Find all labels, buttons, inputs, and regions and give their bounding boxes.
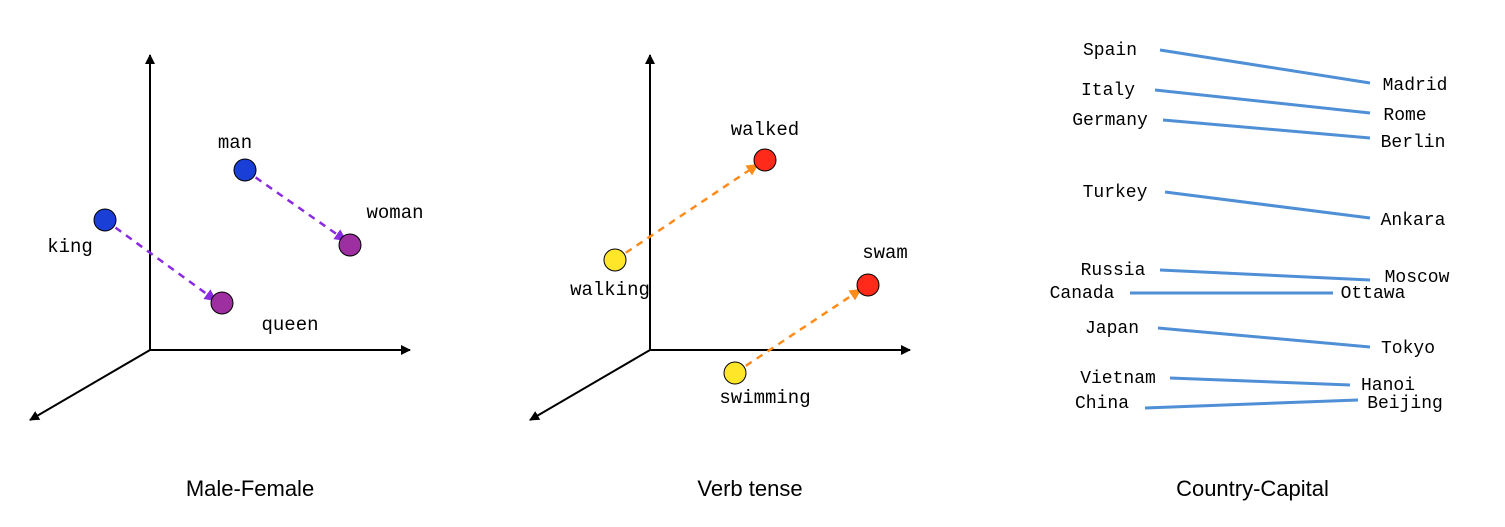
point-woman bbox=[339, 234, 361, 256]
arrow-man-woman bbox=[245, 170, 345, 240]
label-queen: queen bbox=[261, 314, 318, 336]
pair-vietnam-hanoi: Vietnam Hanoi bbox=[1080, 369, 1415, 396]
analogy-arrows bbox=[615, 165, 860, 373]
label-russia: Russia bbox=[1081, 261, 1146, 281]
point-swam bbox=[857, 274, 879, 296]
point-man bbox=[234, 159, 256, 181]
points-group: man king woman queen bbox=[47, 132, 423, 336]
pair-canada-ottawa: Canada Ottawa bbox=[1050, 284, 1406, 304]
pair-japan-tokyo: Japan Tokyo bbox=[1085, 319, 1435, 359]
label-rome: Rome bbox=[1383, 106, 1426, 126]
label-beijing: Beijing bbox=[1367, 394, 1443, 414]
label-italy: Italy bbox=[1081, 81, 1135, 101]
points-group: walking walked swimming swam bbox=[570, 119, 908, 409]
arrow-swimming-swam bbox=[735, 290, 860, 373]
label-woman: woman bbox=[366, 202, 423, 224]
axes-3d-male-female: man king woman queen bbox=[0, 0, 500, 430]
label-china: China bbox=[1075, 394, 1129, 414]
panel-country-capital: Spain Madrid Italy Rome Germany Berlin T… bbox=[1000, 0, 1505, 527]
point-walked bbox=[754, 149, 776, 171]
embedding-analogies-figure: man king woman queen Male-Female bbox=[0, 0, 1505, 527]
axis-z bbox=[530, 350, 650, 420]
panel-male-female: man king woman queen Male-Female bbox=[0, 0, 500, 527]
label-germany: Germany bbox=[1072, 111, 1148, 131]
axis-z bbox=[30, 350, 150, 420]
label-king: king bbox=[47, 236, 93, 258]
analogy-arrows bbox=[105, 170, 345, 300]
label-ottawa: Ottawa bbox=[1341, 284, 1406, 304]
pair-china-beijing: China Beijing bbox=[1075, 394, 1443, 414]
label-vietnam: Vietnam bbox=[1080, 369, 1156, 389]
point-queen bbox=[211, 292, 233, 314]
caption-verb-tense: Verb tense bbox=[500, 476, 1000, 502]
label-berlin: Berlin bbox=[1381, 133, 1446, 153]
caption-male-female: Male-Female bbox=[0, 476, 500, 502]
label-spain: Spain bbox=[1083, 41, 1137, 61]
label-swimming: swimming bbox=[719, 387, 810, 409]
axes-3d-verb-tense: walking walked swimming swam bbox=[500, 0, 1000, 430]
label-turkey: Turkey bbox=[1083, 183, 1148, 203]
caption-country-capital: Country-Capital bbox=[1000, 476, 1505, 502]
label-walked: walked bbox=[731, 119, 799, 141]
point-king bbox=[94, 209, 116, 231]
arrow-king-queen bbox=[105, 220, 215, 300]
label-ankara: Ankara bbox=[1381, 211, 1446, 231]
axes-group bbox=[530, 55, 910, 420]
point-swimming bbox=[724, 362, 746, 384]
point-walking bbox=[604, 249, 626, 271]
pair-spain-madrid: Spain Madrid bbox=[1083, 41, 1447, 96]
label-swam: swam bbox=[862, 242, 908, 264]
label-madrid: Madrid bbox=[1383, 76, 1448, 96]
pair-turkey-ankara: Turkey Ankara bbox=[1083, 183, 1446, 231]
country-capital-diagram: Spain Madrid Italy Rome Germany Berlin T… bbox=[1000, 0, 1505, 430]
label-tokyo: Tokyo bbox=[1381, 339, 1435, 359]
label-hanoi: Hanoi bbox=[1361, 376, 1415, 396]
label-japan: Japan bbox=[1085, 319, 1139, 339]
arrow-walking-walked bbox=[615, 165, 757, 260]
label-walking: walking bbox=[570, 279, 650, 301]
label-man: man bbox=[218, 132, 252, 154]
label-canada: Canada bbox=[1050, 284, 1115, 304]
panel-verb-tense: walking walked swimming swam Verb tense bbox=[500, 0, 1000, 527]
